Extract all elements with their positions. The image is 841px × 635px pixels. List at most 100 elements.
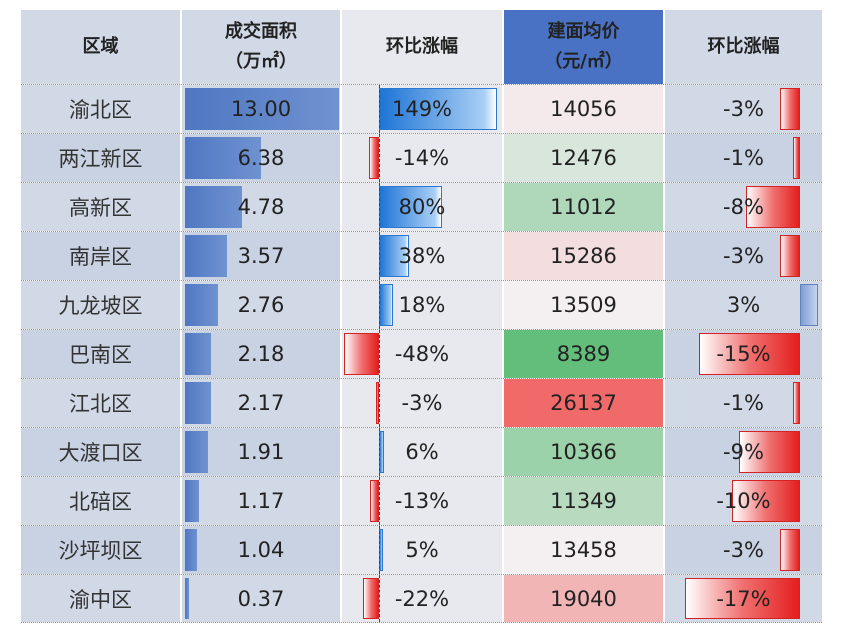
area-change-value: -22% [394, 586, 450, 611]
area-change-cell: 38% [342, 232, 504, 280]
area-change-value: 149% [391, 97, 453, 121]
area-cell: 0.37 [182, 575, 342, 622]
area-change-value: 6% [405, 440, 439, 464]
price-change-value: -10% [716, 489, 771, 513]
price-change-data-bar [779, 529, 800, 571]
area-value: 2.76 [237, 293, 285, 317]
area-change-cell: -3% [342, 379, 504, 427]
district-name: 两江新区 [58, 147, 143, 171]
price-change-data-bar [739, 431, 800, 473]
district-name: 渝北区 [69, 98, 132, 122]
table-row: 江北区 2.17 -3% 26137 -1% [21, 378, 822, 427]
area-change-cell: -13% [342, 477, 504, 525]
table-header: 区域 成交面积 （万㎡） 环比涨幅 建面均价 （元/㎡） 环比涨幅 [21, 10, 822, 84]
area-value: 0.37 [237, 586, 285, 611]
price-cell: 14056 [504, 85, 665, 133]
area-value: 2.18 [237, 342, 285, 366]
price-change-value: -3% [723, 538, 764, 562]
price-change-cell: -3% [665, 526, 822, 574]
district-cell: 渝中区 [21, 575, 182, 622]
area-change-data-bar [369, 480, 379, 522]
area-value: 1.17 [237, 489, 285, 513]
area-change-value: 18% [398, 293, 446, 317]
area-change-axis [379, 183, 380, 231]
price-change-value: -3% [723, 244, 764, 268]
district-cell: 沙坪坝区 [21, 526, 182, 574]
area-data-bar [185, 431, 208, 473]
area-change-cell: -14% [342, 134, 504, 182]
area-data-bar [185, 480, 199, 522]
price-cell: 19040 [504, 575, 665, 622]
district-cell: 九龙坡区 [21, 281, 182, 329]
price-change-cell: -3% [665, 85, 822, 133]
area-change-data-bar [362, 578, 379, 619]
price-change-cell: -15% [665, 330, 822, 378]
area-change-data-bar [379, 186, 443, 228]
table-row: 九龙坡区 2.76 18% 13509 3% [21, 280, 822, 329]
area-cell: 1.91 [182, 428, 342, 476]
area-cell: 3.57 [182, 232, 342, 280]
area-data-bar [185, 382, 211, 424]
district-name: 九龙坡区 [58, 294, 143, 318]
price-cell: 12476 [504, 134, 665, 182]
price-value: 15286 [550, 244, 617, 268]
price-value: 13509 [550, 293, 617, 317]
area-change-axis [379, 232, 380, 280]
district-name: 沙坪坝区 [58, 539, 143, 563]
price-change-cell: -8% [665, 183, 822, 231]
area-change-cell: 149% [342, 85, 504, 133]
price-change-cell: -10% [665, 477, 822, 525]
price-value: 13458 [550, 538, 617, 562]
area-change-axis [379, 330, 380, 378]
area-change-cell: -48% [342, 330, 504, 378]
area-change-axis [379, 379, 380, 427]
area-change-cell: 5% [342, 526, 504, 574]
price-change-value: -9% [723, 440, 764, 464]
area-cell: 1.17 [182, 477, 342, 525]
header-district: 区域 [21, 10, 182, 84]
district-cell: 高新区 [21, 183, 182, 231]
table-row: 两江新区 6.38 -14% 12476 -1% [21, 133, 822, 182]
price-cell: 11012 [504, 183, 665, 231]
price-cell: 10366 [504, 428, 665, 476]
area-data-bar [185, 529, 198, 571]
area-value: 3.57 [237, 244, 285, 268]
price-change-cell: -3% [665, 232, 822, 280]
price-change-cell: -1% [665, 134, 822, 182]
table-row: 渝中区 0.37 -22% 19040 -17% [21, 574, 822, 623]
price-value: 12476 [550, 146, 617, 170]
area-change-axis [379, 477, 380, 525]
area-change-cell: 18% [342, 281, 504, 329]
price-change-data-bar [698, 333, 800, 375]
area-change-value: -14% [394, 146, 450, 170]
price-change-value: -1% [723, 146, 764, 170]
area-value: 4.78 [237, 195, 285, 219]
area-cell: 1.04 [182, 526, 342, 574]
price-value: 11349 [550, 489, 617, 513]
header-price-change: 环比涨幅 [665, 10, 822, 84]
price-change-value: -3% [723, 97, 764, 121]
area-value: 13.00 [230, 97, 292, 121]
area-change-value: 80% [398, 195, 446, 219]
price-change-value: 3% [726, 293, 761, 317]
area-change-data-bar [376, 382, 379, 424]
area-data-bar [185, 284, 218, 326]
area-change-value: -3% [401, 391, 443, 415]
area-change-data-bar [368, 137, 379, 179]
area-change-cell: 80% [342, 183, 504, 231]
district-name: 江北区 [69, 392, 132, 416]
area-value: 2.17 [237, 391, 285, 415]
area-data-bar [185, 137, 261, 179]
area-change-axis [379, 428, 380, 476]
area-change-axis [379, 134, 380, 182]
area-data-bar [185, 235, 228, 277]
price-value: 11012 [550, 195, 617, 219]
area-cell: 2.17 [182, 379, 342, 427]
area-cell: 2.76 [182, 281, 342, 329]
table-row: 北碚区 1.17 -13% 11349 -10% [21, 476, 822, 525]
price-cell: 8389 [504, 330, 665, 378]
area-data-bar [185, 186, 242, 228]
price-cell: 11349 [504, 477, 665, 525]
district-name: 北碚区 [69, 490, 132, 514]
header-district-label: 区域 [82, 36, 119, 57]
